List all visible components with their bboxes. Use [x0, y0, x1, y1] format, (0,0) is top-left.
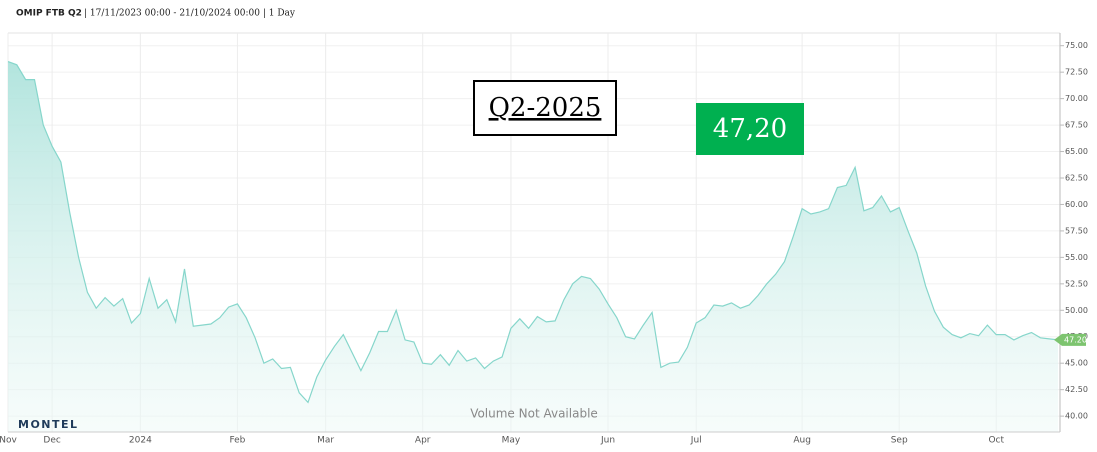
- last-value-label: 47.20: [1064, 335, 1087, 344]
- axes: 40.0042.5045.0047.5050.0052.5055.0057.50…: [0, 41, 1088, 445]
- header: OMIP FTB Q2 | 17/11/2023 00:00 - 21/10/2…: [16, 9, 296, 19]
- x-tick-label: Sep: [891, 436, 908, 446]
- x-tick-label: Feb: [229, 436, 245, 446]
- x-tick-label: Aug: [793, 436, 811, 446]
- x-tick-label: May: [502, 436, 521, 446]
- y-tick-label: 42.50: [1065, 385, 1088, 394]
- y-tick-label: 45.00: [1065, 359, 1088, 368]
- y-tick-label: 57.50: [1065, 226, 1088, 235]
- y-tick-label: 65.00: [1065, 147, 1088, 156]
- y-tick-label: 70.00: [1065, 94, 1088, 103]
- x-tick-label: Apr: [415, 436, 431, 446]
- x-tick-label: Dec: [43, 436, 60, 446]
- price-line: [7, 61, 1059, 404]
- y-tick-label: 40.00: [1065, 412, 1088, 421]
- logo: MONTEL: [18, 418, 79, 431]
- chart-subtitle: | 17/11/2023 00:00 - 21/10/2024 00:00 | …: [84, 9, 296, 19]
- price-label: 47,20: [713, 114, 787, 144]
- x-tick-label: Oct: [988, 436, 1004, 446]
- x-tick-label: Nov: [0, 436, 17, 446]
- price-box: [696, 103, 804, 155]
- y-tick-label: 50.00: [1065, 306, 1088, 315]
- y-tick-label: 72.50: [1065, 68, 1088, 77]
- y-tick-label: 55.00: [1065, 253, 1088, 262]
- y-tick-label: 62.50: [1065, 173, 1088, 182]
- x-tick-label: 2024: [129, 436, 152, 446]
- y-tick-label: 60.00: [1065, 200, 1088, 209]
- contract-label: Q2-2025: [489, 93, 602, 123]
- y-tick-label: 75.00: [1065, 41, 1088, 50]
- plot: [7, 61, 1059, 432]
- volume-note: Volume Not Available: [470, 407, 598, 421]
- x-tick-label: Mar: [317, 436, 334, 446]
- contract-box: [473, 80, 617, 136]
- last-value-marker: [1054, 333, 1086, 346]
- x-tick-label: Jun: [600, 436, 615, 446]
- y-tick-label: 67.50: [1065, 121, 1088, 130]
- y-tick-label: 52.50: [1065, 279, 1088, 288]
- chart-title: OMIP FTB Q2: [16, 9, 82, 19]
- x-tick-label: Jul: [690, 436, 702, 446]
- area-fill: [8, 61, 1058, 432]
